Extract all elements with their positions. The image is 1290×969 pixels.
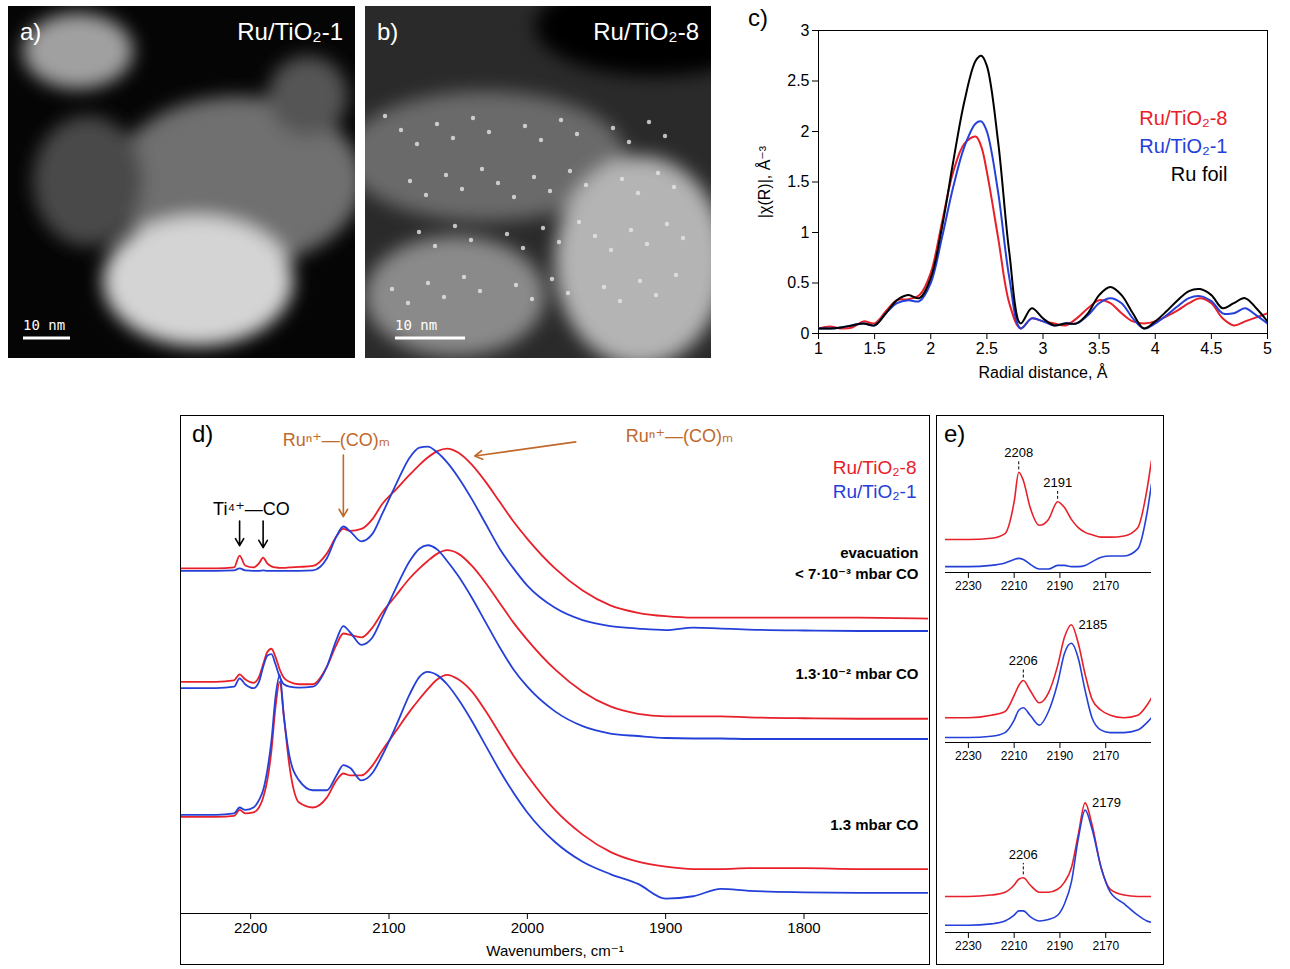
svg-text:0: 0 bbox=[801, 325, 810, 342]
svg-text:Ti⁴⁺—CO: Ti⁴⁺—CO bbox=[213, 499, 290, 519]
svg-text:Ru/TiO₂-1: Ru/TiO₂-1 bbox=[1139, 135, 1227, 157]
svg-text:1: 1 bbox=[814, 340, 823, 357]
svg-text:2190: 2190 bbox=[1047, 579, 1074, 593]
svg-text:1.3 mbar CO: 1.3 mbar CO bbox=[830, 816, 919, 833]
svg-text:2100: 2100 bbox=[372, 919, 405, 936]
svg-text:1.5: 1.5 bbox=[787, 173, 809, 190]
html-text:c): c) bbox=[748, 4, 768, 31]
svg-text:2170: 2170 bbox=[1092, 579, 1119, 593]
svg-text:1: 1 bbox=[801, 224, 810, 241]
svg-text:Ru/TiO₂-1: Ru/TiO₂-1 bbox=[833, 481, 917, 502]
svg-text:2208: 2208 bbox=[1004, 445, 1033, 460]
svg-text:1.5: 1.5 bbox=[864, 340, 886, 357]
svg-text:1900: 1900 bbox=[649, 919, 682, 936]
svg-text:Ruⁿ⁺—(CO)ₘ: Ruⁿ⁺—(CO)ₘ bbox=[626, 426, 733, 446]
svg-text:Ruⁿ⁺—(CO)ₘ: Ruⁿ⁺—(CO)ₘ bbox=[283, 430, 390, 450]
svg-text:3.5: 3.5 bbox=[1088, 340, 1110, 357]
svg-text:2170: 2170 bbox=[1092, 939, 1119, 953]
svg-text:2206: 2206 bbox=[1009, 653, 1038, 668]
svg-text:2230: 2230 bbox=[955, 749, 982, 763]
svg-text:0.5: 0.5 bbox=[787, 274, 809, 291]
svg-text:2179: 2179 bbox=[1092, 795, 1121, 810]
svg-text:2210: 2210 bbox=[1001, 749, 1028, 763]
svg-text:|χ(R)|, Å⁻³: |χ(R)|, Å⁻³ bbox=[755, 145, 773, 218]
svg-text:2000: 2000 bbox=[511, 919, 544, 936]
svg-text:2190: 2190 bbox=[1047, 749, 1074, 763]
svg-text:2210: 2210 bbox=[1001, 939, 1028, 953]
svg-text:Ru/TiO₂-8: Ru/TiO₂-8 bbox=[833, 457, 917, 478]
svg-text:10 nm: 10 nm bbox=[395, 317, 437, 333]
svg-text:2190: 2190 bbox=[1047, 939, 1074, 953]
svg-text:< 7·10⁻³ mbar CO: < 7·10⁻³ mbar CO bbox=[795, 565, 919, 582]
svg-text:10 nm: 10 nm bbox=[23, 317, 65, 333]
svg-text:a): a) bbox=[20, 18, 41, 45]
svg-text:Ru/TiO₂-8: Ru/TiO₂-8 bbox=[1139, 107, 1227, 129]
svg-text:1.3·10⁻² mbar CO: 1.3·10⁻² mbar CO bbox=[796, 665, 919, 682]
svg-text:2.5: 2.5 bbox=[787, 72, 809, 89]
svg-text:Wavenumbers, cm⁻¹: Wavenumbers, cm⁻¹ bbox=[486, 942, 623, 959]
svg-text:2185: 2185 bbox=[1078, 617, 1107, 632]
svg-text:2: 2 bbox=[801, 123, 810, 140]
svg-text:Ru foil: Ru foil bbox=[1171, 163, 1228, 185]
svg-text:2230: 2230 bbox=[955, 939, 982, 953]
svg-text:5: 5 bbox=[1263, 340, 1272, 357]
svg-text:4.5: 4.5 bbox=[1200, 340, 1222, 357]
svg-text:2210: 2210 bbox=[1001, 579, 1028, 593]
html-text:d): d) bbox=[192, 420, 214, 447]
svg-text:2.5: 2.5 bbox=[976, 340, 998, 357]
svg-text:3: 3 bbox=[801, 22, 810, 39]
svg-text:2: 2 bbox=[926, 340, 935, 357]
svg-text:3: 3 bbox=[1039, 340, 1048, 357]
html-text:e): e) bbox=[944, 420, 966, 447]
svg-text:4: 4 bbox=[1151, 340, 1160, 357]
svg-text:2230: 2230 bbox=[955, 579, 982, 593]
svg-text:1800: 1800 bbox=[787, 919, 820, 936]
svg-text:2170: 2170 bbox=[1092, 749, 1119, 763]
svg-text:Radial distance, Å: Radial distance, Å bbox=[979, 363, 1108, 381]
svg-text:evacuation: evacuation bbox=[840, 544, 918, 561]
svg-text:2206: 2206 bbox=[1009, 847, 1038, 862]
svg-text:Ru/TiO₂-1: Ru/TiO₂-1 bbox=[237, 18, 343, 45]
svg-text:2191: 2191 bbox=[1043, 475, 1072, 490]
svg-text:2200: 2200 bbox=[234, 919, 267, 936]
svg-text:Ru/TiO₂-8: Ru/TiO₂-8 bbox=[593, 18, 699, 45]
svg-text:b): b) bbox=[377, 18, 398, 45]
